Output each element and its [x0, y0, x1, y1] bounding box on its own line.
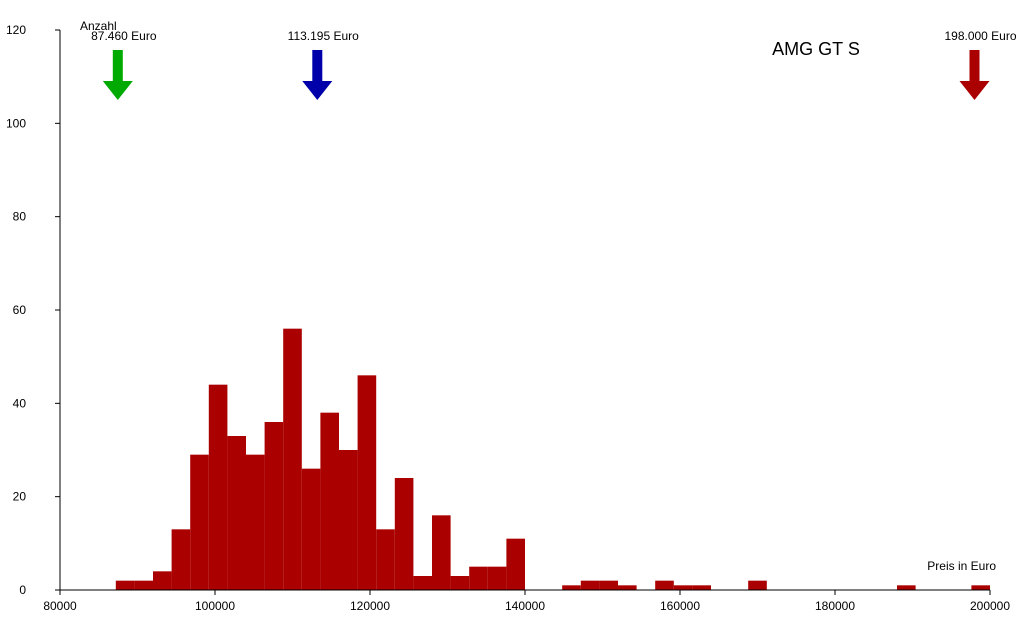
histogram-bar [562, 585, 581, 590]
y-tick-label: 80 [13, 210, 27, 224]
x-axis-ticks: 80000 100000 120000 140000 160000 180000 20000… [43, 590, 1010, 613]
marker-max: 198.000 Euro [944, 29, 1017, 100]
marker-min: 87.460 Euro [91, 29, 157, 100]
histogram-bar [264, 422, 284, 590]
histogram-bar [897, 585, 916, 590]
y-tick-label: 60 [13, 303, 27, 317]
histogram-bar [971, 585, 990, 590]
x-tick-label: 160000 [660, 599, 700, 613]
histogram-bar [450, 576, 470, 590]
x-tick-label: 140000 [505, 599, 545, 613]
marker-arrow-max [959, 50, 990, 100]
y-axis-ticks: 0 20 40 60 80 100 120 [6, 23, 60, 597]
marker-arrow-min [102, 50, 133, 100]
x-tick-label: 80000 [43, 599, 77, 613]
histogram-bar [599, 580, 618, 590]
histogram-bar [339, 450, 358, 590]
x-tick-label: 120000 [350, 599, 390, 613]
y-tick-label: 120 [6, 23, 26, 37]
marker-label-average: 113.195 Euro [288, 29, 359, 43]
marker-label-min: 87.460 Euro [91, 29, 157, 43]
histogram-bar [301, 468, 321, 590]
histogram-bar [432, 515, 451, 590]
histogram-bar [580, 580, 600, 590]
x-tick-label: 200000 [970, 599, 1010, 613]
price-markers: 87.460 Euro 113.195 Euro 198.000 Euro [91, 29, 1017, 100]
histogram-bar [115, 580, 135, 590]
histogram-bars [115, 328, 990, 590]
chart-title: AMG GT S [772, 39, 860, 59]
histogram-bar [376, 529, 395, 590]
histogram-bar [618, 585, 637, 590]
histogram-bar [320, 412, 339, 590]
histogram-bar [208, 384, 228, 590]
y-tick-label: 100 [6, 116, 26, 130]
y-tick-label: 40 [13, 396, 27, 410]
histogram-bar [673, 585, 693, 590]
histogram-bar [487, 566, 507, 590]
histogram-bar [413, 576, 432, 590]
histogram-bar [357, 375, 377, 590]
histogram-bar [748, 580, 767, 590]
histogram-bar [246, 454, 265, 590]
histogram-bar [506, 538, 525, 590]
marker-arrow-average [302, 50, 333, 100]
histogram-bar [153, 571, 172, 590]
histogram-bar [394, 478, 414, 590]
y-tick-label: 0 [19, 583, 26, 597]
marker-label-max: 198.000 Euro [944, 29, 1016, 43]
histogram-bar [283, 328, 302, 590]
x-axis-label: Preis in Euro [927, 559, 996, 573]
x-tick-label: 100000 [195, 599, 235, 613]
histogram-bar [190, 454, 209, 590]
histogram-bar [692, 585, 711, 590]
histogram-bar [655, 580, 674, 590]
histogram-bar [171, 529, 191, 590]
histogram-bar [227, 436, 246, 590]
histogram-bar [469, 566, 488, 590]
x-tick-label: 180000 [815, 599, 855, 613]
histogram-bar [134, 580, 153, 590]
y-axis-label: Anzahl [80, 19, 117, 33]
marker-average: 113.195 Euro [288, 29, 359, 100]
y-tick-label: 20 [13, 490, 27, 504]
